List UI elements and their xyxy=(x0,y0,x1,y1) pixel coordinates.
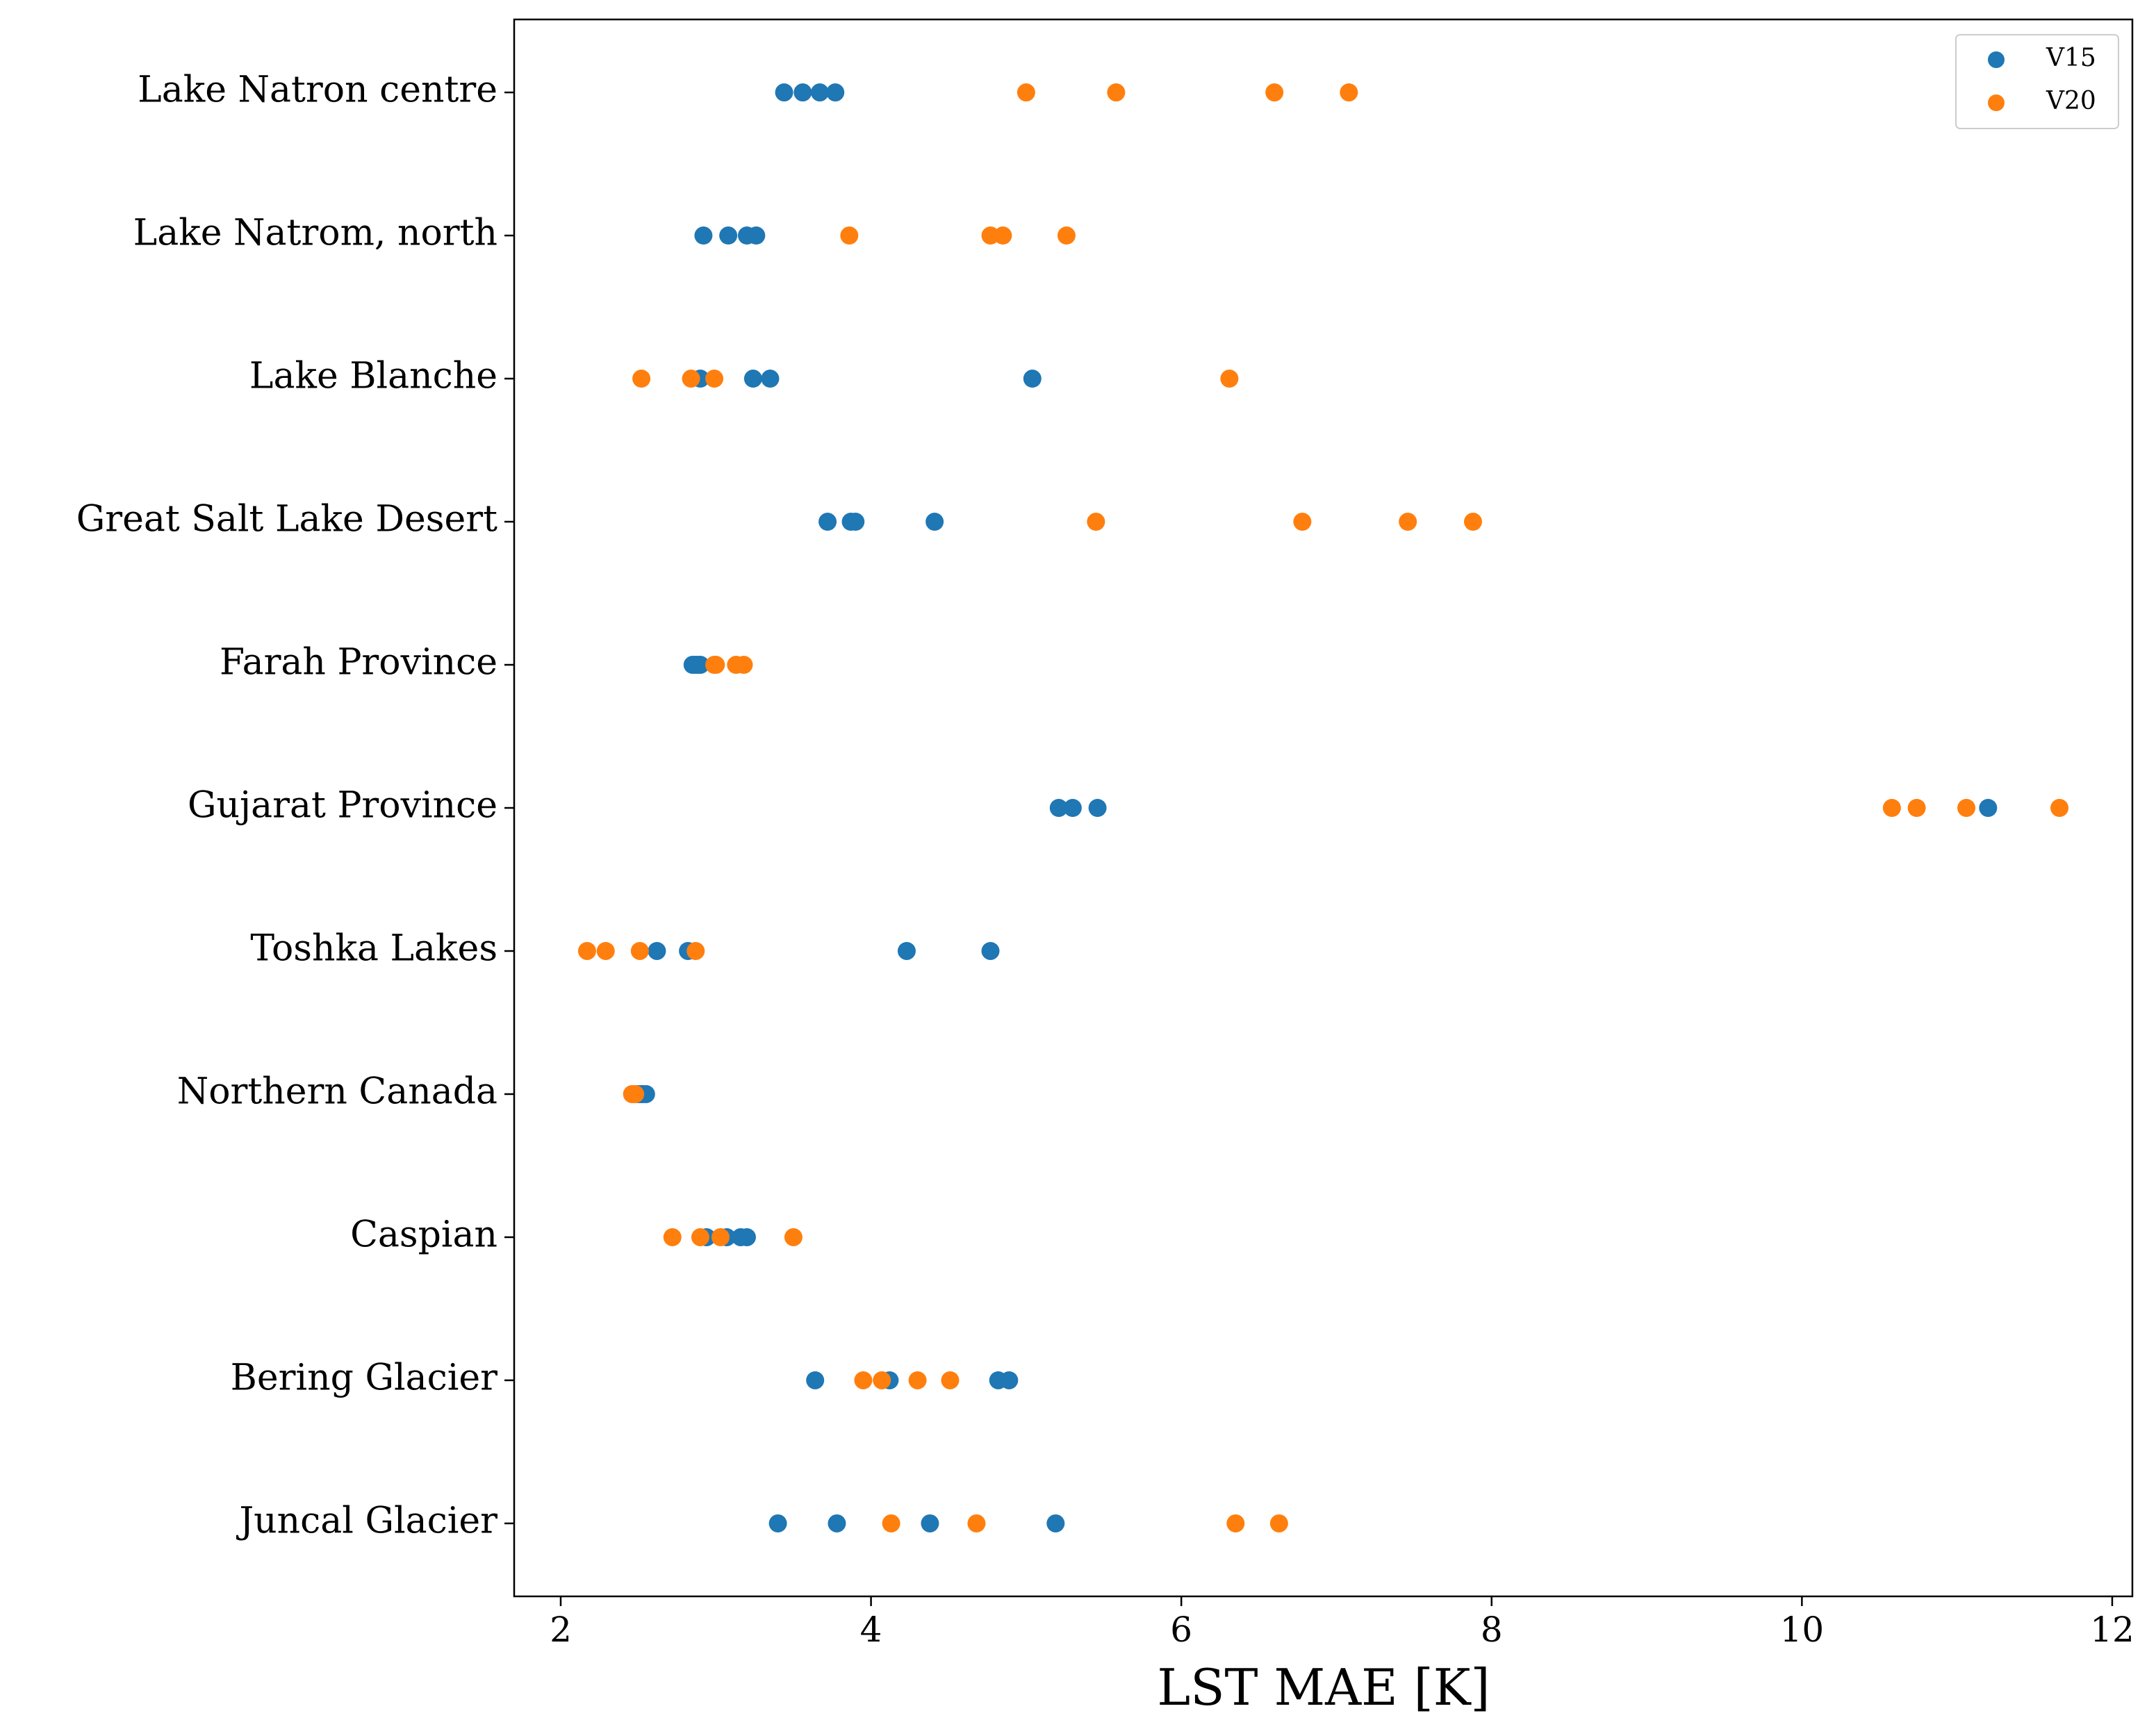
y-tick-label: Lake Natron centre xyxy=(138,69,497,111)
point xyxy=(682,370,700,388)
legend-label: V15 xyxy=(2046,44,2096,72)
point xyxy=(981,226,1000,245)
y-tick-label: Lake Natrom, north xyxy=(133,213,497,254)
point xyxy=(826,83,845,102)
legend-marker xyxy=(1988,51,2005,68)
point xyxy=(941,1371,960,1389)
point xyxy=(663,1227,682,1246)
point xyxy=(908,1371,927,1389)
y-tick-label: Bering Glacier xyxy=(231,1357,497,1398)
point xyxy=(691,1227,709,1246)
point xyxy=(686,941,705,960)
point xyxy=(1057,226,1076,245)
x-tick-label: 10 xyxy=(1780,1610,1825,1650)
point xyxy=(1979,799,1998,817)
point xyxy=(743,370,762,388)
point xyxy=(1463,513,1482,531)
y-tick-label: Northern Canada xyxy=(177,1070,497,1112)
point xyxy=(1049,799,1068,817)
point xyxy=(1017,83,1035,102)
legend-label: V20 xyxy=(2046,87,2096,115)
x-tick-label: 4 xyxy=(860,1610,882,1650)
point xyxy=(1063,799,1082,817)
point xyxy=(1907,799,1926,817)
y-tick-label: Farah Province xyxy=(220,642,497,684)
point xyxy=(846,513,865,531)
point xyxy=(818,513,837,531)
point xyxy=(734,656,753,675)
point xyxy=(2050,799,2069,817)
point xyxy=(761,370,780,388)
point xyxy=(1269,1514,1288,1532)
point xyxy=(596,941,615,960)
point xyxy=(1399,513,1417,531)
point xyxy=(1046,1514,1065,1532)
point xyxy=(1957,799,1976,817)
point xyxy=(925,513,944,531)
point xyxy=(737,1227,756,1246)
point xyxy=(1107,83,1126,102)
point xyxy=(1087,513,1105,531)
y-tick-label: Lake Blanche xyxy=(249,356,497,397)
point xyxy=(994,226,1012,245)
point xyxy=(1000,1371,1019,1389)
point xyxy=(921,1514,939,1532)
point xyxy=(648,941,666,960)
point xyxy=(768,1514,787,1532)
point xyxy=(1088,799,1107,817)
point xyxy=(1293,513,1312,531)
point xyxy=(967,1514,986,1532)
point xyxy=(705,370,724,388)
point xyxy=(873,1371,891,1389)
point xyxy=(711,1227,730,1246)
x-axis-label: LST MAE [K] xyxy=(1157,1658,1490,1717)
point xyxy=(882,1514,900,1532)
legend-marker xyxy=(1988,94,2005,111)
y-tick-label: Juncal Glacier xyxy=(236,1500,497,1541)
point xyxy=(793,83,812,102)
point xyxy=(840,226,859,245)
point xyxy=(810,83,829,102)
point xyxy=(1265,83,1284,102)
point xyxy=(1220,370,1239,388)
point xyxy=(897,941,916,960)
point xyxy=(775,83,793,102)
x-tick-label: 6 xyxy=(1170,1610,1192,1650)
point xyxy=(630,941,649,960)
point xyxy=(784,1227,803,1246)
x-tick-label: 12 xyxy=(2090,1610,2134,1650)
point xyxy=(694,226,713,245)
x-tick-label: 2 xyxy=(550,1610,572,1650)
point xyxy=(828,1514,846,1532)
point xyxy=(854,1371,873,1389)
point xyxy=(632,370,651,388)
point xyxy=(1340,83,1358,102)
point xyxy=(707,656,725,675)
y-tick-label: Caspian xyxy=(350,1214,497,1255)
point xyxy=(626,1084,645,1103)
point xyxy=(981,941,1000,960)
y-tick-label: Gujarat Province xyxy=(188,785,497,827)
point xyxy=(1882,799,1901,817)
point xyxy=(577,941,596,960)
y-tick-label: Great Salt Lake Desert xyxy=(76,499,497,540)
point xyxy=(806,1371,825,1389)
point xyxy=(691,656,709,675)
point xyxy=(1023,370,1042,388)
y-tick-label: Toshka Lakes xyxy=(250,927,497,969)
point xyxy=(747,226,766,245)
point xyxy=(1226,1514,1245,1532)
point xyxy=(719,226,738,245)
x-tick-label: 8 xyxy=(1481,1610,1503,1650)
